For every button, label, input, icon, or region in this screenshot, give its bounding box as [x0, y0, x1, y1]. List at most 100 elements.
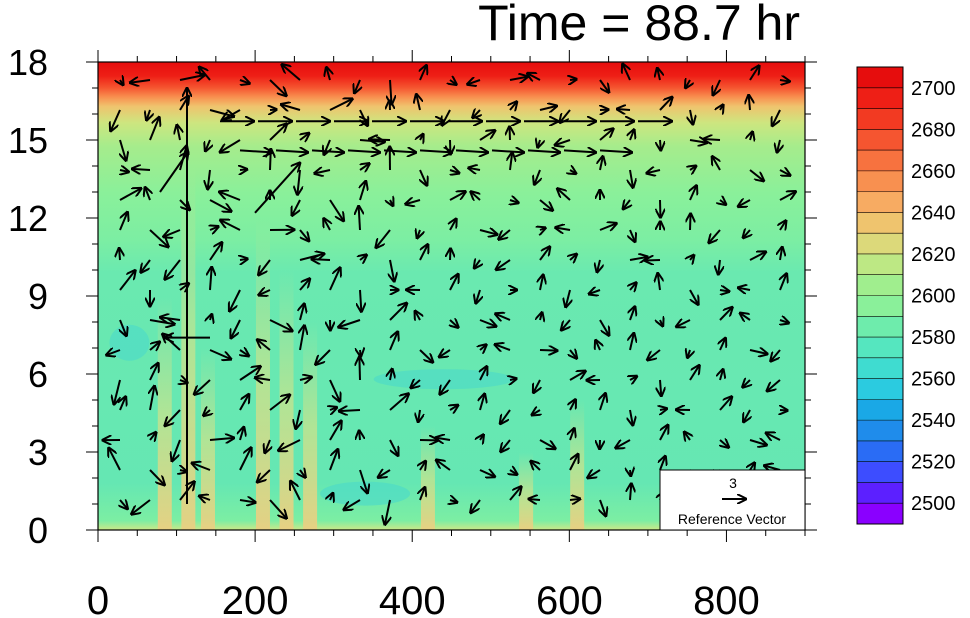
wind-vector [772, 109, 781, 126]
wind-vector [111, 109, 121, 131]
wind-vector [239, 500, 256, 502]
wind-vector [269, 124, 287, 141]
wind-vector [209, 438, 234, 440]
chart-title: Time = 88.7 hr [478, 0, 800, 51]
wind-vector [539, 439, 556, 449]
wind-vector [359, 206, 360, 231]
wind-vector [199, 67, 211, 81]
wind-vector [165, 259, 181, 279]
colorbar-swatch [857, 87, 903, 110]
wind-vector [269, 395, 290, 411]
wind-vector [779, 191, 796, 201]
wind-vector [540, 312, 542, 320]
wind-vector [555, 140, 571, 145]
wind-vector [510, 200, 519, 203]
wind-vector [685, 80, 690, 88]
wind-vector [500, 409, 511, 424]
wind-vector [570, 170, 576, 174]
wind-vector [630, 229, 635, 242]
wind-vector [539, 350, 557, 351]
wind-vector [474, 260, 480, 268]
wind-vector [510, 102, 517, 110]
wind-vector [623, 200, 630, 209]
wind-vector [527, 73, 541, 80]
wind-vector [299, 229, 309, 241]
wind-vector [690, 166, 696, 170]
wind-vector [359, 357, 360, 381]
wind-vector [450, 219, 456, 231]
wind-vector [420, 65, 427, 81]
wind-vector [779, 80, 790, 82]
wind-vector [210, 226, 218, 230]
wind-vector [300, 470, 305, 478]
wind-vector [390, 369, 392, 381]
wind-vector [510, 379, 517, 380]
wind-vector [150, 432, 156, 440]
wind-vectors [103, 64, 796, 525]
wind-vector [749, 95, 750, 111]
wind-vector [219, 192, 241, 201]
wind-vector [411, 380, 420, 388]
wind-vector [771, 349, 781, 361]
wind-vector [767, 379, 781, 391]
wind-vector [239, 150, 272, 152]
wind-vector [311, 150, 344, 152]
wind-vector [149, 363, 158, 381]
wind-vector [703, 139, 721, 140]
wind-vector [534, 169, 540, 185]
plume [420, 426, 435, 530]
wind-vector [385, 499, 390, 525]
x-tick-label: 800 [693, 579, 760, 618]
wind-vector [269, 499, 287, 518]
wind-vector [149, 229, 169, 247]
wind-vector [329, 449, 338, 471]
wind-vector [145, 187, 150, 201]
wind-vector [596, 340, 600, 351]
plume [519, 452, 534, 530]
colorbar-swatch [857, 233, 903, 255]
wind-vector [132, 169, 151, 170]
wind-vector [240, 169, 247, 170]
wind-vector [300, 133, 309, 140]
wind-vector [719, 397, 732, 411]
wind-vector [324, 139, 330, 155]
colorbar-swatch [857, 357, 903, 380]
wind-vector [743, 409, 750, 422]
wind-vector [354, 79, 360, 93]
wind-vector [615, 439, 631, 448]
colorbar-swatch [857, 503, 903, 525]
wind-vector [684, 432, 690, 440]
wind-vector [479, 470, 495, 477]
wind-vector [780, 410, 788, 411]
cool-patch [373, 369, 514, 390]
wind-vector [660, 456, 665, 471]
wind-vector [436, 460, 451, 471]
wind-vector [360, 289, 361, 312]
colorbar-swatch [857, 482, 903, 504]
wind-vector [780, 247, 782, 261]
wind-vector [120, 319, 126, 336]
wind-vector [360, 255, 367, 260]
wind-vector [600, 156, 603, 171]
colorbar-frame [856, 66, 904, 525]
wind-vector [330, 493, 333, 500]
wind-vector [500, 439, 511, 452]
wind-vector [265, 439, 270, 453]
wind-vector [259, 290, 271, 295]
wind-vector [766, 433, 781, 440]
wind-vector [570, 350, 577, 358]
wind-vector [659, 425, 668, 441]
wind-vector [269, 79, 286, 96]
wind-vector [720, 369, 723, 381]
wind-vector [240, 80, 250, 84]
wind-vector [617, 109, 631, 110]
colorbar-swatch [857, 191, 903, 213]
colorbar-label: 2560 [911, 369, 956, 391]
wind-vector [240, 350, 249, 356]
wind-vector [209, 242, 222, 261]
y-tick-label: 3 [28, 432, 48, 473]
wind-vector [660, 139, 661, 150]
colorbar-swatch [857, 295, 903, 317]
wind-vector [510, 152, 512, 171]
wind-vector [623, 64, 631, 81]
